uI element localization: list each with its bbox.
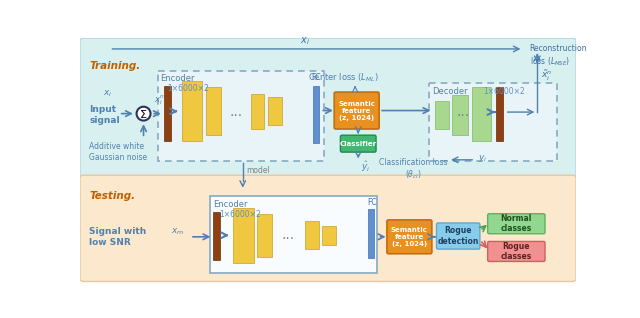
FancyBboxPatch shape bbox=[334, 92, 379, 129]
Text: $\Sigma$: $\Sigma$ bbox=[140, 107, 148, 120]
Text: $y_i$: $y_i$ bbox=[478, 153, 488, 164]
FancyBboxPatch shape bbox=[80, 175, 576, 281]
Text: ...: ... bbox=[281, 228, 294, 242]
Text: Encoder: Encoder bbox=[161, 74, 195, 83]
FancyBboxPatch shape bbox=[250, 93, 264, 129]
Text: Normal
classes: Normal classes bbox=[500, 214, 532, 233]
FancyBboxPatch shape bbox=[340, 135, 376, 152]
Text: FC: FC bbox=[311, 73, 321, 82]
FancyBboxPatch shape bbox=[387, 220, 432, 254]
FancyBboxPatch shape bbox=[234, 208, 253, 263]
FancyBboxPatch shape bbox=[452, 95, 467, 135]
FancyBboxPatch shape bbox=[435, 101, 449, 129]
FancyBboxPatch shape bbox=[268, 97, 282, 125]
Text: Center loss ($L_{ML}$): Center loss ($L_{ML}$) bbox=[308, 72, 379, 85]
FancyBboxPatch shape bbox=[429, 83, 557, 161]
Text: Testing.: Testing. bbox=[90, 190, 136, 201]
FancyBboxPatch shape bbox=[305, 221, 319, 249]
Text: Signal with
low SNR: Signal with low SNR bbox=[90, 227, 147, 246]
Text: model: model bbox=[246, 166, 269, 175]
Text: Input
signal: Input signal bbox=[90, 106, 120, 125]
FancyBboxPatch shape bbox=[182, 81, 202, 141]
Text: Classification loss
($\theta_{cl}$): Classification loss ($\theta_{cl}$) bbox=[379, 157, 447, 181]
FancyBboxPatch shape bbox=[157, 71, 324, 161]
Text: 1×6000×2: 1×6000×2 bbox=[167, 84, 209, 93]
FancyBboxPatch shape bbox=[257, 214, 272, 257]
Text: $\tilde{x}_i^n$: $\tilde{x}_i^n$ bbox=[541, 69, 552, 83]
FancyBboxPatch shape bbox=[496, 87, 503, 141]
Text: $x_i^n$: $x_i^n$ bbox=[154, 93, 164, 107]
FancyBboxPatch shape bbox=[213, 212, 220, 260]
Text: Rogue
detection: Rogue detection bbox=[438, 226, 479, 246]
Text: Classifier: Classifier bbox=[340, 141, 377, 147]
FancyBboxPatch shape bbox=[205, 87, 221, 135]
FancyBboxPatch shape bbox=[488, 241, 545, 261]
Text: Semantic
feature
(z, 1024): Semantic feature (z, 1024) bbox=[391, 227, 428, 247]
FancyBboxPatch shape bbox=[210, 196, 377, 273]
Text: $x_i$: $x_i$ bbox=[300, 35, 310, 47]
Text: Semantic
feature
(z, 1024): Semantic feature (z, 1024) bbox=[338, 100, 375, 121]
Text: 1×6000×2: 1×6000×2 bbox=[483, 87, 525, 96]
FancyBboxPatch shape bbox=[472, 87, 491, 141]
Text: Rogue
classes: Rogue classes bbox=[500, 242, 532, 261]
FancyBboxPatch shape bbox=[80, 38, 576, 178]
Text: $x_m$: $x_m$ bbox=[171, 227, 184, 238]
Text: ...: ... bbox=[230, 105, 243, 119]
Text: $x_i$: $x_i$ bbox=[103, 88, 113, 99]
Text: Reconstruction
loss ($L_{MSE}$): Reconstruction loss ($L_{MSE}$) bbox=[529, 44, 587, 68]
Text: $\hat{y}_i$: $\hat{y}_i$ bbox=[360, 160, 370, 175]
FancyBboxPatch shape bbox=[488, 214, 545, 234]
Text: ...: ... bbox=[456, 105, 469, 119]
Text: Training.: Training. bbox=[90, 61, 141, 71]
FancyBboxPatch shape bbox=[322, 226, 336, 245]
FancyBboxPatch shape bbox=[312, 86, 319, 143]
FancyBboxPatch shape bbox=[436, 223, 480, 249]
Text: FC: FC bbox=[367, 198, 377, 207]
Text: Decoder: Decoder bbox=[432, 87, 467, 96]
FancyBboxPatch shape bbox=[164, 86, 171, 141]
Text: 1×6000×2: 1×6000×2 bbox=[220, 210, 261, 219]
Circle shape bbox=[136, 107, 150, 121]
FancyBboxPatch shape bbox=[367, 209, 374, 259]
Text: Encoder: Encoder bbox=[213, 200, 248, 209]
Text: Additive white
Gaussian noise: Additive white Gaussian noise bbox=[90, 142, 147, 162]
